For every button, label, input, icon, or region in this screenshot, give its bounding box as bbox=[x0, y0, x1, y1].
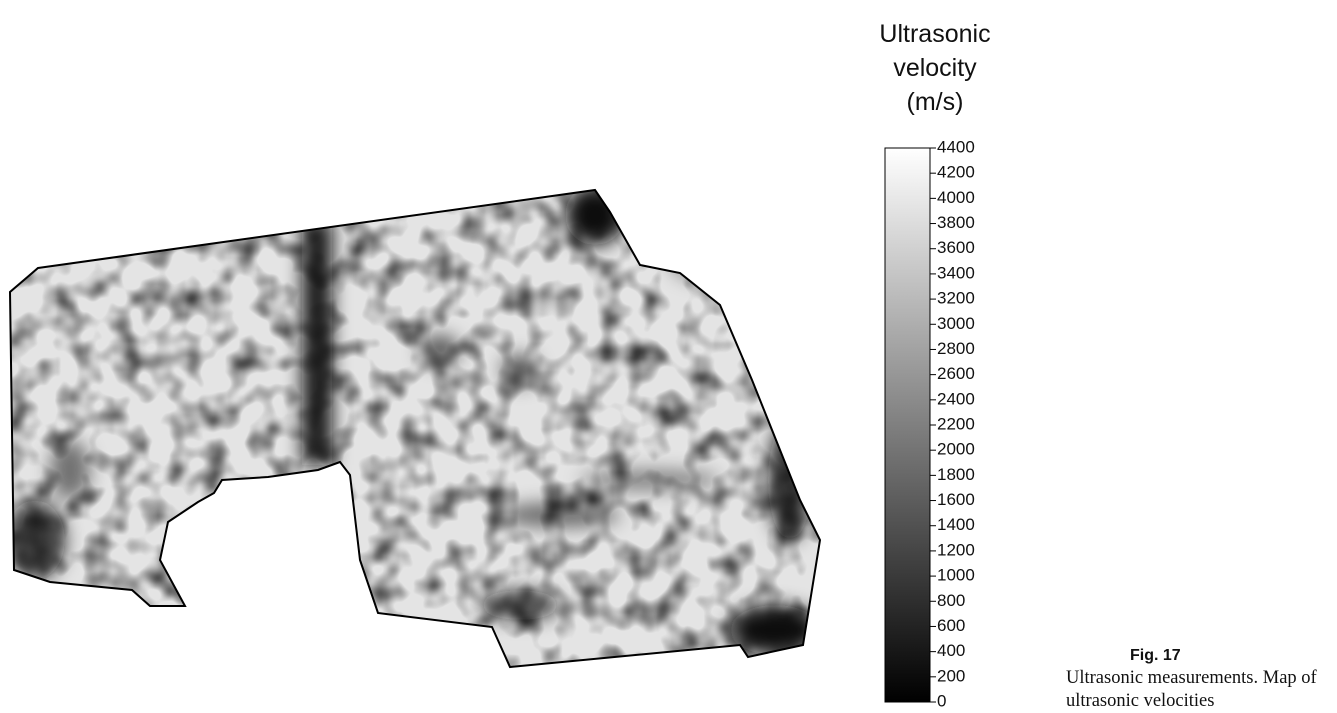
colorbar-tick-label: 2800 bbox=[937, 339, 975, 358]
colorbar-tick-label: 1600 bbox=[937, 490, 975, 509]
colorbar-tick-label: 3200 bbox=[937, 289, 975, 308]
colorbar-tick-label: 1800 bbox=[937, 465, 975, 484]
colorbar-tick-label: 3000 bbox=[937, 314, 975, 333]
caption-text: Ultrasonic measurements. Map of ultrason… bbox=[1066, 667, 1337, 713]
colorbar-tick-label: 1000 bbox=[937, 566, 975, 585]
colorbar-tick-label: 4000 bbox=[937, 188, 975, 207]
colorbar-tick-label: 600 bbox=[937, 616, 965, 635]
colorbar-tick-label: 4200 bbox=[937, 163, 975, 182]
colorbar-tick-label: 3400 bbox=[937, 263, 975, 282]
colorbar-tick-label: 3600 bbox=[937, 238, 975, 257]
colorbar-tick-label: 400 bbox=[937, 641, 965, 660]
colorbar-tick-label: 0 bbox=[937, 691, 946, 707]
colorbar-tick-label: 2000 bbox=[937, 440, 975, 459]
colorbar-title: (m/s) bbox=[907, 88, 964, 116]
colorbar-tick-label: 1200 bbox=[937, 540, 975, 559]
colorbar-tick-label: 2600 bbox=[937, 364, 975, 383]
colorbar-tick-label: 4400 bbox=[937, 137, 975, 156]
colorbar-tick-label: 800 bbox=[937, 591, 965, 610]
figure: Ultrasonic velocity (m/s) 0 200 400 600 800 1… bbox=[0, 0, 1337, 707]
colorbar-tick-label: 2400 bbox=[937, 389, 975, 408]
colorbar-title: velocity bbox=[893, 54, 977, 82]
page: {"chart_data": {"type": "heatmap", "colo… bbox=[0, 0, 1337, 707]
colorbar-tick-label: 2200 bbox=[937, 414, 975, 433]
colorbar-scale bbox=[885, 148, 930, 702]
colorbar-tick-label: 200 bbox=[937, 666, 965, 685]
colorbar: Ultrasonic velocity (m/s) 0 200 400 600 800 1… bbox=[879, 20, 990, 707]
colorbar-tick-label: 1400 bbox=[937, 515, 975, 534]
figure-caption: Fig. 17 Ultrasonic measurements. Map of … bbox=[1066, 644, 1337, 713]
figure-label: Fig. 17 bbox=[1066, 644, 1337, 667]
colorbar-title: Ultrasonic bbox=[879, 20, 990, 48]
colorbar-tick-label: 3800 bbox=[937, 213, 975, 232]
